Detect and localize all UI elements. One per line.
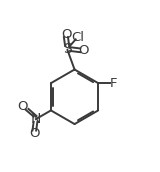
Text: N: N xyxy=(31,112,41,126)
Text: F: F xyxy=(110,77,117,90)
Text: S: S xyxy=(63,42,72,56)
Text: Cl: Cl xyxy=(72,31,85,44)
Text: O: O xyxy=(18,100,28,113)
Text: O: O xyxy=(78,44,89,57)
Text: O: O xyxy=(29,127,40,141)
Text: O: O xyxy=(61,28,71,41)
